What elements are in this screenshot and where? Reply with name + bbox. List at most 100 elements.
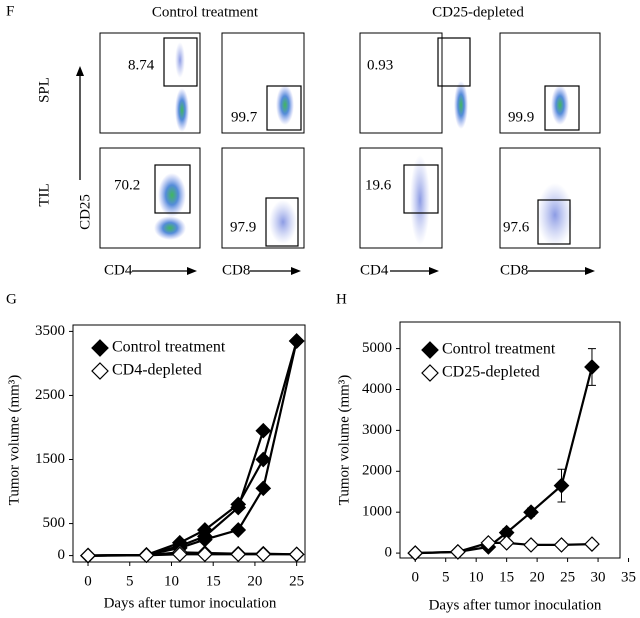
legend-marker — [91, 362, 109, 380]
row-label: SPL — [36, 77, 52, 103]
gate — [266, 85, 302, 131]
cell-cloud — [454, 81, 468, 129]
plot-frame — [499, 147, 601, 249]
cell-cloud — [551, 85, 569, 125]
marker — [197, 546, 213, 563]
cell-cloud — [276, 85, 294, 125]
plot-frame — [221, 147, 305, 249]
plot-frame — [99, 32, 201, 134]
marker — [288, 333, 305, 349]
gate-value: 97.6 — [503, 219, 530, 235]
cell-cloud — [269, 200, 297, 244]
plot-frame — [499, 32, 601, 134]
legend-marker — [421, 341, 439, 359]
y-tick-label: 500 — [43, 515, 66, 531]
y-tick-label: 1000 — [362, 504, 392, 520]
x-tick-label: 5 — [126, 573, 134, 589]
plot-frame — [399, 321, 621, 559]
cell-cloud — [154, 216, 186, 240]
legend-label: CD25-depleted — [442, 364, 540, 381]
x-axis-label: Days after tumor inoculation — [429, 597, 602, 613]
gate-value: 97.9 — [230, 219, 256, 235]
marker — [498, 535, 515, 551]
legend-marker — [91, 339, 109, 357]
marker — [230, 522, 247, 538]
y-axis-label: CD25 — [77, 194, 93, 230]
marker — [553, 477, 570, 494]
x-tick-label: 15 — [206, 573, 221, 589]
gate — [437, 37, 471, 87]
y-axis-label: Tumor volume (mm³) — [336, 375, 352, 506]
marker — [230, 546, 247, 563]
gate-value: 70.2 — [114, 177, 140, 193]
plot-frame — [359, 32, 443, 134]
marker — [450, 544, 466, 560]
marker — [138, 547, 155, 564]
y-tick-label: 4000 — [362, 381, 392, 397]
marker — [255, 422, 272, 439]
y-tick-label: 1500 — [35, 451, 65, 467]
x-axis-label: CD4 — [104, 262, 133, 278]
x-tick-label: 25 — [560, 569, 575, 585]
marker — [523, 537, 539, 553]
x-tick-label: 10 — [469, 569, 484, 585]
x-tick-label: 5 — [442, 569, 450, 585]
marker — [255, 546, 272, 563]
marker — [288, 546, 305, 563]
y-tick-label: 2500 — [35, 387, 65, 403]
x-tick-label: 20 — [247, 573, 262, 589]
x-axis-label: CD8 — [500, 262, 528, 278]
plot-frame — [221, 32, 305, 134]
x-tick-label: 10 — [164, 573, 179, 589]
marker — [80, 547, 96, 564]
series-line — [88, 430, 265, 557]
gate-value: 0.93 — [367, 57, 393, 73]
plot-frame — [359, 147, 443, 249]
gate-value: 99.7 — [231, 109, 258, 125]
arrow-head — [76, 66, 84, 76]
plot-frame — [99, 147, 201, 249]
gate — [403, 164, 439, 214]
x-tick-label: 35 — [621, 569, 636, 585]
marker — [230, 499, 247, 516]
y-tick-label: 3000 — [362, 422, 392, 438]
column-title: Control treatment — [152, 4, 259, 20]
column-title: CD25-depleted — [432, 4, 524, 20]
marker — [255, 451, 272, 468]
cell-cloud — [175, 42, 185, 78]
legend-label: Control treatment — [442, 341, 556, 358]
x-axis-label: CD8 — [222, 262, 250, 278]
x-axis-label: CD4 — [360, 262, 389, 278]
marker — [553, 537, 570, 553]
marker — [255, 480, 272, 497]
legend-marker — [421, 364, 439, 382]
panel-label: H — [336, 291, 347, 307]
marker — [584, 359, 600, 375]
y-tick-label: 0 — [385, 545, 393, 561]
gate-value: 8.74 — [128, 57, 155, 73]
cell-cloud — [410, 155, 430, 245]
gate — [265, 197, 299, 247]
x-tick-label: 20 — [530, 569, 545, 585]
y-tick-label: 3500 — [35, 323, 65, 339]
row-label: TIL — [36, 183, 52, 206]
gate — [544, 85, 580, 131]
marker — [584, 536, 600, 552]
legend-label: Control treatment — [112, 339, 226, 356]
gate — [163, 37, 198, 87]
cell-cloud — [175, 88, 189, 132]
x-axis-arrows — [132, 267, 595, 275]
marker — [407, 545, 424, 561]
x-tick-label: 0 — [411, 569, 419, 585]
legend-label: CD4-depleted — [112, 362, 202, 379]
y-tick-label: 2000 — [362, 463, 392, 479]
x-axis-label: Days after tumor inoculation — [104, 595, 277, 611]
flow-plots — [99, 32, 601, 249]
x-tick-label: 0 — [84, 573, 92, 589]
x-tick-label: 15 — [499, 569, 514, 585]
gate-value: 19.6 — [365, 177, 392, 193]
y-axis-label: Tumor volume (mm³) — [6, 375, 22, 506]
plot-frame — [72, 324, 306, 563]
marker — [171, 546, 188, 563]
